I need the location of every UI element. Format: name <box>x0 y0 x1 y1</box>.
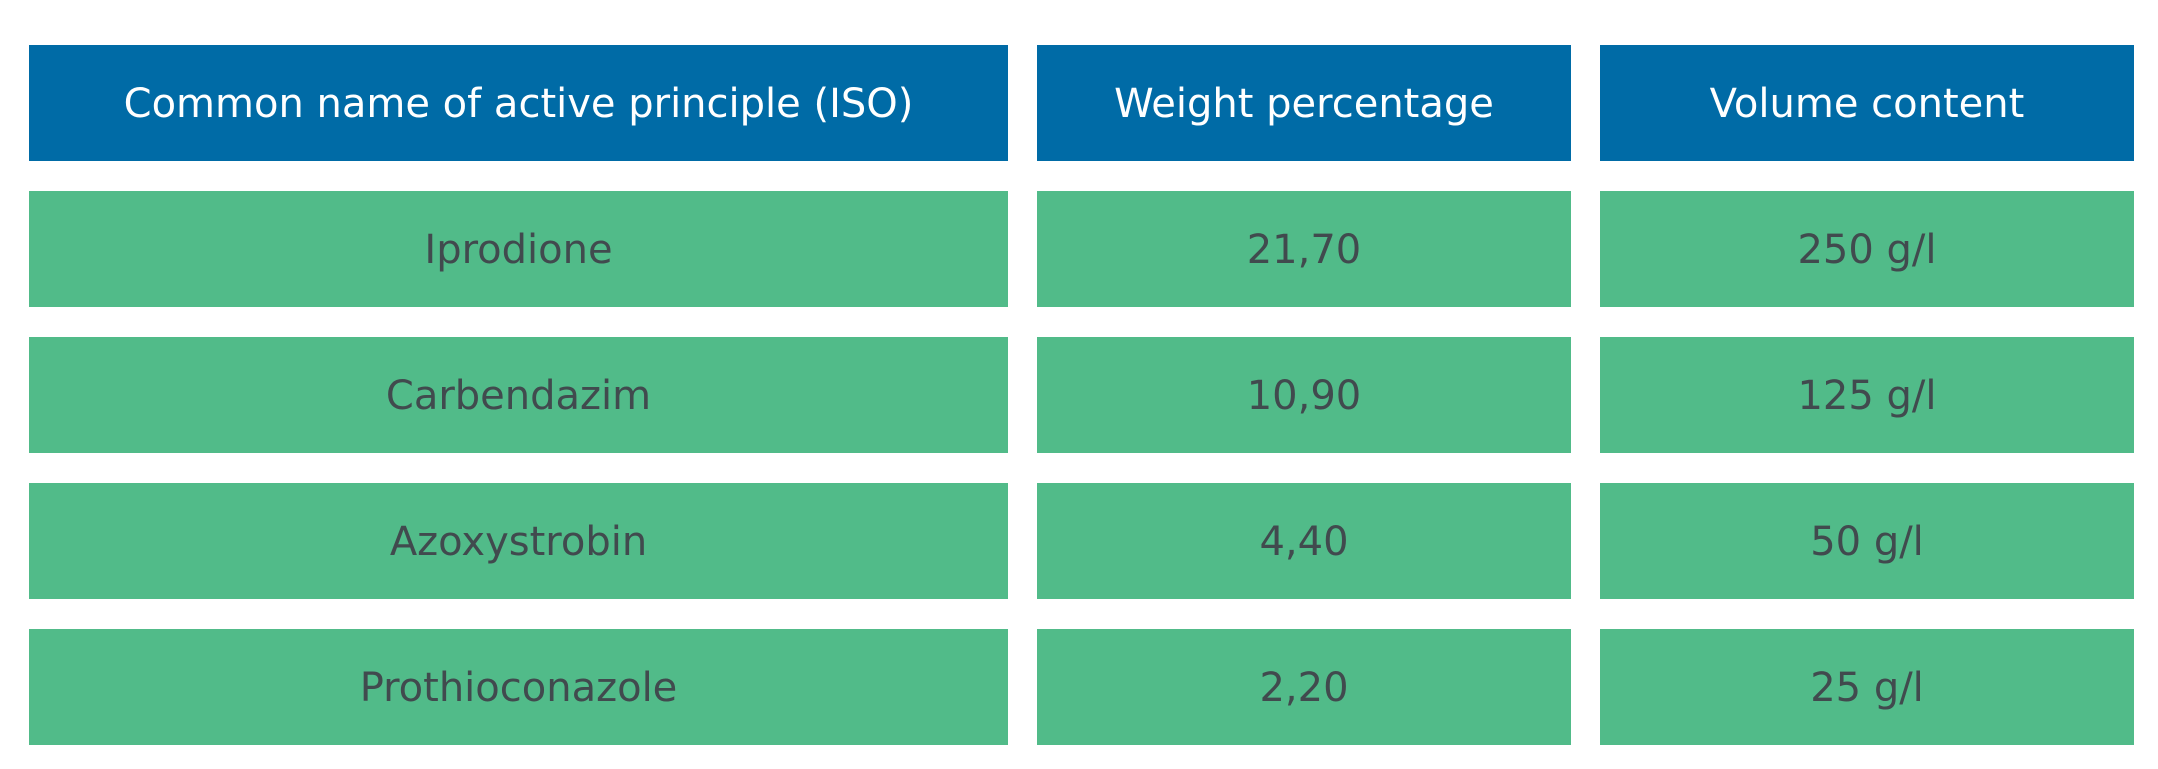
active-principles-table: Common name of active principle (ISO) We… <box>29 45 2134 745</box>
cell-volume-row-3: 50 g/l <box>1600 483 2134 599</box>
cell-volume-row-2: 125 g/l <box>1600 337 2134 453</box>
header-weight-percentage: Weight percentage <box>1037 45 1571 161</box>
cell-name-row-2: Carbendazim <box>29 337 1008 453</box>
cell-weight-row-4: 2,20 <box>1037 629 1571 745</box>
cell-weight-row-3: 4,40 <box>1037 483 1571 599</box>
cell-name-row-1: Iprodione <box>29 191 1008 307</box>
cell-volume-row-1: 250 g/l <box>1600 191 2134 307</box>
cell-weight-row-2: 10,90 <box>1037 337 1571 453</box>
cell-name-row-3: Azoxystrobin <box>29 483 1008 599</box>
header-volume-content: Volume content <box>1600 45 2134 161</box>
cell-weight-row-1: 21,70 <box>1037 191 1571 307</box>
header-common-name: Common name of active principle (ISO) <box>29 45 1008 161</box>
cell-volume-row-4: 25 g/l <box>1600 629 2134 745</box>
cell-name-row-4: Prothioconazole <box>29 629 1008 745</box>
